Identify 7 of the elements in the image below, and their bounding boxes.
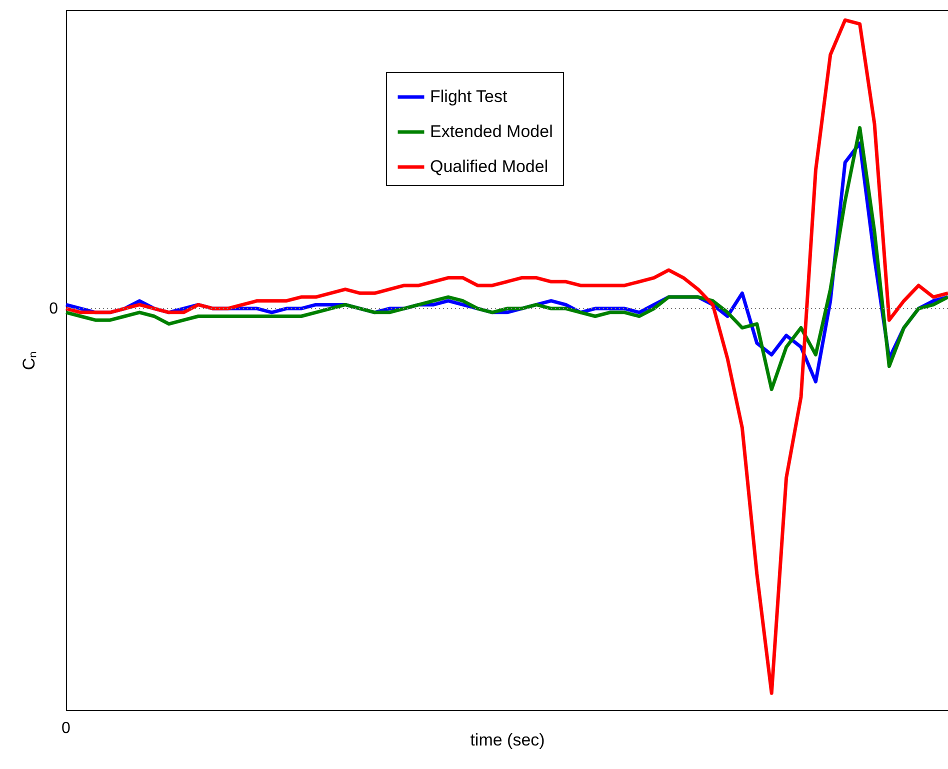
legend-label: Extended Model [430,122,553,141]
x-axis-title: time (sec) [470,730,545,750]
legend-label: Qualified Model [430,157,548,176]
legend-label: Flight Test [430,87,508,106]
y-axis-title: Cₙ [20,350,38,370]
ref-line-label: 0 [49,300,58,318]
text: 0 [62,720,71,737]
